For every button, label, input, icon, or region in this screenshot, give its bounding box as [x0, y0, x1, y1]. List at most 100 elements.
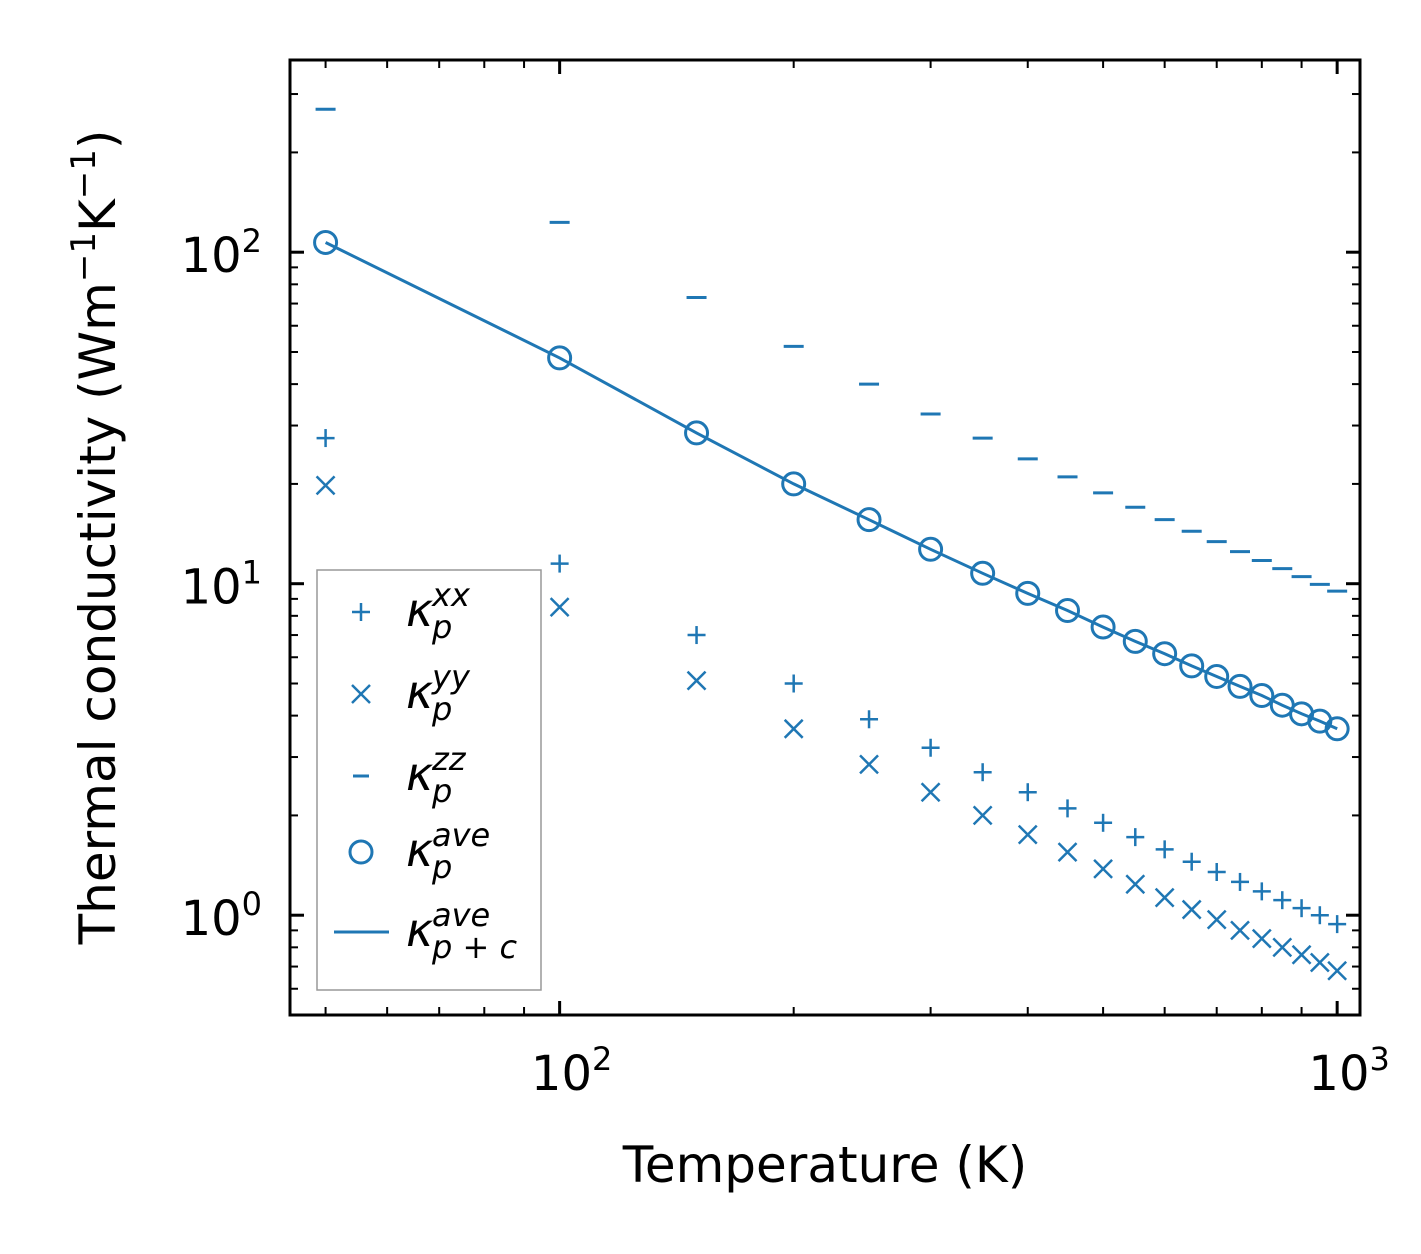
series-kave_pc — [324, 241, 1338, 731]
circle-marker — [1204, 663, 1230, 689]
data-point-kxx — [1310, 906, 1329, 925]
legend-label: κzz p — [406, 740, 467, 810]
legend-entry-kzz: κzz p — [353, 740, 467, 810]
data-point-kxx — [1058, 799, 1077, 818]
x-marker-b — [1327, 960, 1348, 981]
x-marker-b — [1309, 952, 1330, 973]
data-point-kyy — [1154, 887, 1175, 908]
data-point-kyy — [1017, 824, 1038, 845]
data-point-kxx — [1328, 915, 1347, 934]
circle-marker — [348, 839, 374, 865]
circle-marker — [856, 507, 882, 533]
y-axis-label: Thermal conductivity (Wm−1K−1) — [64, 130, 127, 946]
x-marker-b — [1230, 920, 1250, 941]
series-line — [324, 241, 1338, 731]
data-point-kave — [1249, 683, 1275, 709]
legend-entry-kave: κave p — [348, 816, 490, 886]
data-point-kave — [313, 229, 339, 255]
x-marker-b — [351, 684, 371, 704]
x-marker-b — [1251, 928, 1272, 949]
x-marker-b — [1181, 899, 1202, 920]
y-tick-label: 100 — [181, 885, 262, 947]
data-point-kxx — [1182, 852, 1201, 871]
data-point-kave — [970, 560, 996, 586]
data-point-kxx — [1292, 899, 1311, 918]
data-point-kave — [856, 507, 882, 533]
series-kave — [313, 229, 1350, 742]
data-point-kyy — [549, 597, 570, 617]
circle-marker — [1122, 628, 1148, 654]
circle-marker — [1152, 641, 1178, 667]
legend-label: κave p + c — [406, 896, 517, 966]
x-marker-b — [1057, 842, 1078, 862]
data-point-kave — [1122, 628, 1148, 654]
x-marker-b — [1291, 944, 1312, 965]
data-point-kyy — [1291, 944, 1312, 965]
x-marker-b — [783, 718, 804, 739]
tick-labels: 102 103 100 101 102 — [181, 222, 1390, 1102]
x-marker-b — [1017, 824, 1038, 845]
data-point-kxx — [1252, 882, 1271, 901]
data-point-kxx — [550, 554, 569, 573]
x-marker-b — [920, 782, 941, 803]
data-point-kyy — [686, 670, 707, 691]
circle-marker — [313, 229, 339, 255]
data-point-kyy — [315, 475, 336, 496]
plot-frame — [288, 58, 1362, 1017]
data-point-kave — [1152, 641, 1178, 667]
data-point-kave — [918, 536, 944, 562]
x-marker-b — [1093, 858, 1113, 879]
legend-entry-kave_pc: κave p + c — [334, 896, 517, 966]
data-point-kyy — [920, 782, 941, 803]
x-marker-b — [315, 475, 336, 496]
x-marker-b — [1272, 937, 1293, 958]
data-point-kave — [1090, 614, 1116, 640]
x-marker-b — [1206, 909, 1227, 930]
x-tick-label: 103 — [1308, 1040, 1389, 1102]
data-point-kxx — [1018, 783, 1037, 802]
circle-marker — [1015, 580, 1041, 606]
circle-marker — [1090, 614, 1116, 640]
data-point-kyy — [972, 805, 993, 826]
circle-marker — [1227, 673, 1253, 699]
series-kxx — [316, 429, 1347, 934]
data-point-kxx — [860, 710, 879, 729]
legend-frame — [316, 569, 542, 991]
data-point-kave — [1015, 580, 1041, 606]
legend-label: κxx p — [406, 576, 471, 646]
x-marker-b — [859, 754, 879, 775]
legend-entry-kyy: κyy p — [351, 658, 471, 728]
data-point-kyy — [1272, 937, 1293, 958]
data-point-kyy — [1093, 858, 1113, 879]
data-point-kave — [1055, 598, 1081, 624]
series-kzz — [315, 107, 1348, 593]
circle-marker — [1324, 716, 1350, 742]
x-marker-b — [549, 597, 570, 617]
circle-marker — [1055, 598, 1081, 624]
data-point-kyy — [1125, 874, 1146, 895]
circle-marker — [970, 560, 996, 586]
data-point-kxx — [687, 626, 706, 645]
data-point-kxx — [784, 674, 803, 693]
data-point-kyy — [1309, 952, 1330, 973]
circle-marker — [547, 345, 573, 371]
data-point-kave — [1179, 653, 1205, 679]
x-marker-b — [1154, 887, 1175, 908]
x-marker-b — [972, 805, 993, 826]
data-point-kxx — [1126, 828, 1145, 847]
data-point-kave — [1324, 716, 1350, 742]
x-axis-label: Temperature (K) — [622, 1136, 1027, 1194]
data-point-kyy — [1251, 928, 1272, 949]
data-marks — [313, 107, 1350, 981]
data-point-kxx — [1155, 840, 1174, 859]
data-point-kyy — [1230, 920, 1250, 941]
legend-entry-kxx: κxx p — [352, 576, 471, 646]
data-point-kyy — [859, 754, 879, 775]
circle-marker — [684, 420, 710, 446]
data-point-kyy — [1057, 842, 1078, 862]
data-point-kave — [781, 471, 807, 497]
y-tick-label: 102 — [181, 222, 262, 284]
data-point-kxx — [1094, 813, 1113, 832]
circle-marker — [1179, 653, 1205, 679]
